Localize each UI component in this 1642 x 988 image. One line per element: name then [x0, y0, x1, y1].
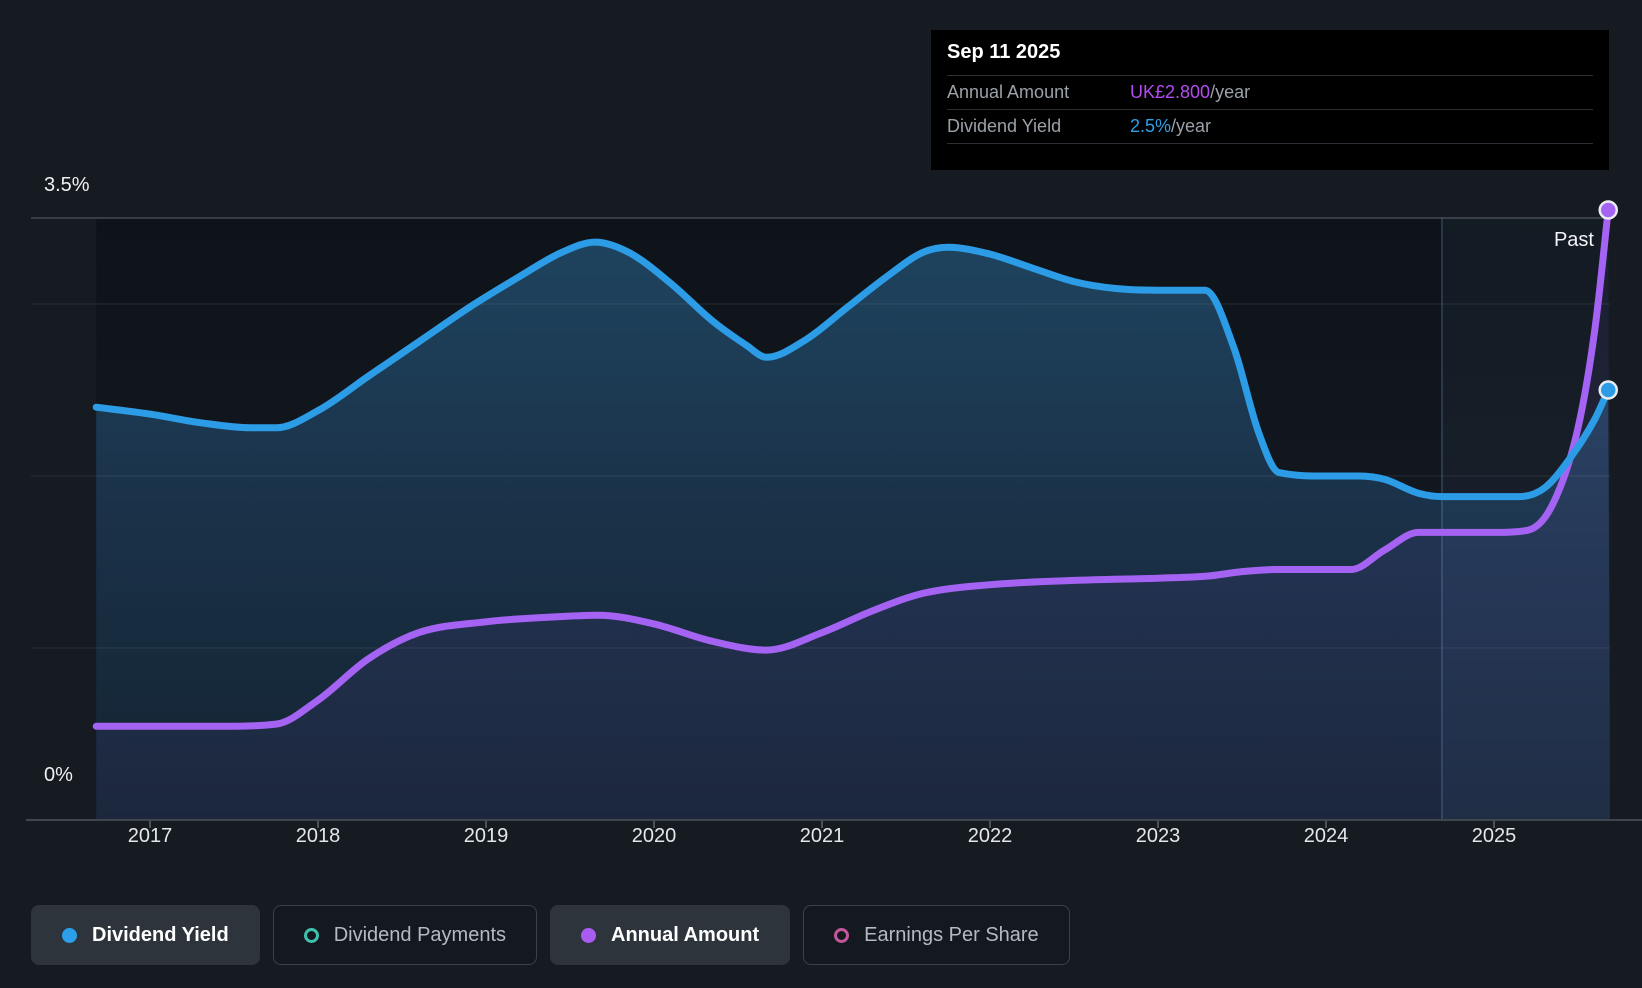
x-axis-labels: 2017 2018 2019 2020 2021 2022 2023 2024 2025 [0, 825, 1642, 851]
legend-button-dividend-payments[interactable]: Dividend Payments [272, 905, 538, 965]
x-axis-label: 2021 [799, 825, 845, 847]
annual-amount-marker-icon [581, 927, 597, 943]
dividend-yield-area [96, 242, 1611, 821]
legend-button-earnings-per-share[interactable]: Earnings Per Share [803, 905, 1070, 965]
x-axis-label: 2019 [463, 825, 509, 847]
x-axis-label: 2022 [967, 825, 1013, 847]
tooltip-value: UK£2.800 [1130, 82, 1211, 102]
x-axis-label: 2024 [1303, 825, 1349, 847]
earnings-per-share-marker-icon [834, 927, 850, 943]
past-band [1441, 218, 1610, 820]
x-axis-label: 2018 [295, 825, 341, 847]
annual-amount-line [92, 206, 1612, 730]
x-axis-label: 2023 [1135, 825, 1181, 847]
chart-plot-area[interactable] [0, 0, 1642, 870]
legend-label: Dividend Yield [92, 923, 229, 946]
chart-tooltip: Sep 11 2025 Annual Amount UK£2.800 /year… [931, 30, 1609, 170]
chart-legend: Dividend Yield Dividend Payments Annual Am… [31, 905, 1070, 965]
dividend-yield-marker-icon [62, 927, 77, 943]
x-axis-label: 2025 [1471, 825, 1517, 847]
tooltip-date: Sep 11 2025 [947, 30, 1593, 76]
annual-amount-area [96, 210, 1611, 820]
legend-label: Annual Amount [611, 923, 760, 946]
tooltip-row-dividend-yield: Dividend Yield 2.5% /year [947, 110, 1593, 144]
past-annotation: Past [1553, 229, 1594, 251]
tooltip-suffix: /year [1171, 116, 1212, 136]
dividend-yield-endpoint-marker [1598, 380, 1618, 400]
x-axis-label: 2017 [127, 825, 173, 847]
tooltip-value: 2.5% [1130, 116, 1172, 136]
tooltip-suffix: /year [1210, 82, 1251, 102]
legend-label: Earnings Per Share [864, 923, 1039, 946]
y-axis-bottom-label: 0% [44, 764, 73, 786]
y-axis-top-label: 3.5% [44, 174, 90, 196]
tooltip-label: Dividend Yield [947, 116, 1062, 136]
legend-label: Dividend Payments [333, 923, 507, 946]
tooltip-row-annual-amount: Annual Amount UK£2.800 /year [947, 76, 1593, 110]
annual-amount-endpoint-marker [1598, 200, 1618, 220]
tooltip-label: Annual Amount [947, 82, 1070, 102]
dividend-yield-line [92, 238, 1612, 501]
legend-button-annual-amount[interactable]: Annual Amount [550, 905, 791, 965]
dividend-payments-marker-icon [303, 927, 319, 943]
x-axis-label: 2020 [631, 825, 677, 847]
legend-button-dividend-yield[interactable]: Dividend Yield [31, 905, 260, 965]
